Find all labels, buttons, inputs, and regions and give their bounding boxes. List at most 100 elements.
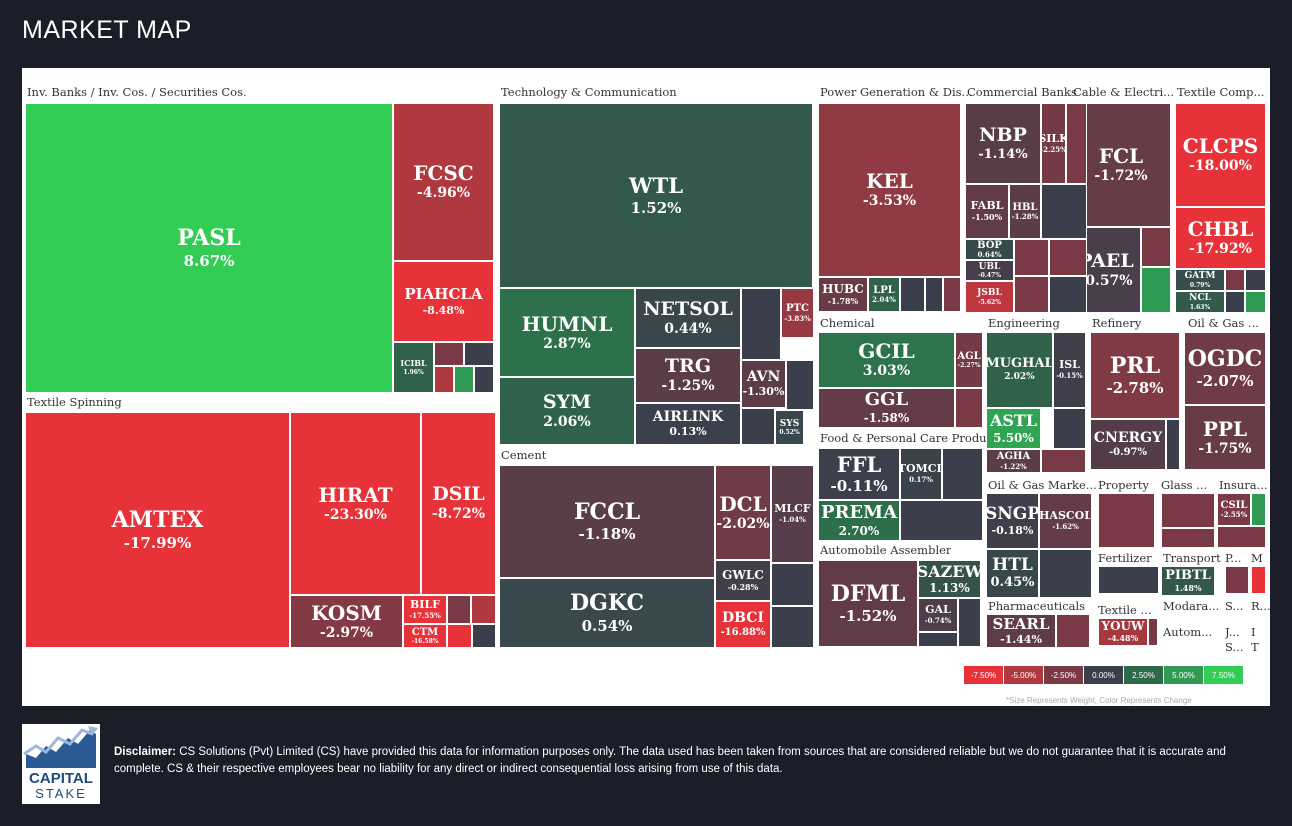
tile-minor[interactable]	[771, 606, 814, 648]
tile-hascol[interactable]: HASCOL -1.62%	[1039, 493, 1092, 549]
tile-minor[interactable]	[1041, 449, 1086, 473]
tile-minor[interactable]	[1245, 291, 1266, 313]
tile-minor[interactable]	[1049, 239, 1087, 276]
tile-minor[interactable]	[1141, 267, 1171, 313]
tile-minor[interactable]	[1161, 493, 1215, 528]
tile-ggl[interactable]: GGL -1.58%	[818, 388, 955, 428]
tile-clcps[interactable]: CLCPS -18.00%	[1175, 103, 1266, 207]
tile-lpl[interactable]: LPL 2.04%	[868, 277, 900, 312]
tile-mlcf[interactable]: MLCF -1.04%	[771, 465, 814, 563]
tile-minor[interactable]	[1225, 566, 1249, 594]
tile-minor[interactable]	[1098, 566, 1159, 594]
tile-minor[interactable]	[1251, 566, 1266, 594]
tile-sys[interactable]: SYS 0.52%	[775, 410, 804, 445]
tile-minor[interactable]	[434, 366, 454, 393]
tile-minor[interactable]	[1053, 408, 1086, 449]
tile-bilf[interactable]: BILF -17.55%	[403, 595, 447, 624]
tile-minor[interactable]	[1039, 549, 1092, 598]
tile-minor[interactable]	[472, 624, 496, 648]
tile-dsil[interactable]: DSIL -8.72%	[421, 412, 496, 595]
tile-ppl[interactable]: PPL -1.75%	[1184, 405, 1266, 470]
tile-htl[interactable]: HTL 0.45%	[986, 549, 1039, 598]
tile-searl[interactable]: SEARL -1.44%	[986, 614, 1056, 648]
tile-tomcl[interactable]: TOMCL 0.17%	[900, 448, 942, 500]
tile-minor[interactable]	[1148, 618, 1158, 646]
tile-minor[interactable]	[1217, 526, 1266, 548]
tile-dbci[interactable]: DBCI -16.88%	[715, 601, 771, 648]
tile-dgkc[interactable]: DGKC 0.54%	[499, 578, 715, 648]
tile-fccl[interactable]: FCCL -1.18%	[499, 465, 715, 578]
tile-hirat[interactable]: HIRAT -23.30%	[290, 412, 421, 595]
tile-minor[interactable]	[958, 598, 981, 647]
tile-pasl[interactable]: PASL 8.67%	[25, 103, 393, 393]
tile-gcil[interactable]: GCIL 3.03%	[818, 332, 955, 388]
tile-bop[interactable]: BOP 0.64%	[965, 239, 1014, 260]
tile-minor[interactable]	[1056, 614, 1090, 648]
tile-silk[interactable]: SILK-2.25%	[1041, 103, 1066, 184]
tile-cnergy[interactable]: CNERGY -0.97%	[1090, 419, 1166, 470]
tile-minor[interactable]	[900, 500, 983, 541]
tile-prema[interactable]: PREMA 2.70%	[818, 500, 900, 541]
tile-minor[interactable]	[918, 632, 958, 647]
tile-minor[interactable]	[943, 277, 961, 312]
tile-isl[interactable]: ISL -0.15%	[1053, 332, 1086, 408]
tile-avn[interactable]: AVN -1.30%	[741, 360, 786, 408]
tile-hbl[interactable]: HBL -1.28%	[1009, 184, 1041, 239]
tile-minor[interactable]	[1066, 103, 1087, 184]
tile-minor[interactable]	[447, 595, 471, 624]
tile-minor[interactable]	[447, 624, 472, 648]
tile-ncl[interactable]: NCL 1.63%	[1175, 291, 1225, 313]
tile-humnl[interactable]: HUMNL 2.87%	[499, 288, 635, 377]
tile-amtex[interactable]: AMTEX -17.99%	[25, 412, 290, 648]
tile-minor[interactable]	[1251, 493, 1266, 526]
tile-youw[interactable]: YOUW -4.48%	[1098, 618, 1148, 646]
tile-hubc[interactable]: HUBC -1.78%	[818, 277, 868, 312]
tile-dfml[interactable]: DFML -1.52%	[818, 560, 918, 647]
tile-agha[interactable]: AGHA -1.22%	[986, 449, 1041, 473]
tile-sazew[interactable]: SAZEW 1.13%	[918, 560, 981, 598]
tile-minor[interactable]	[1166, 419, 1180, 470]
tile-minor[interactable]	[1161, 528, 1215, 548]
tile-minor[interactable]	[741, 288, 781, 360]
tile-prl[interactable]: PRL -2.78%	[1090, 332, 1180, 419]
tile-ogdc[interactable]: OGDC -2.07%	[1184, 332, 1266, 405]
tile-minor[interactable]	[454, 366, 474, 393]
tile-gatm[interactable]: GATM 0.79%	[1175, 269, 1225, 291]
tile-minor[interactable]	[925, 277, 943, 312]
tile-gwlc[interactable]: GWLC -0.28%	[715, 560, 771, 601]
tile-minor[interactable]	[1041, 184, 1087, 239]
tile-minor[interactable]	[1215, 493, 1217, 526]
tile-airlink[interactable]: AIRLINK 0.13%	[635, 403, 741, 445]
tile-minor[interactable]	[900, 277, 925, 312]
tile-mughal[interactable]: MUGHAL 2.02%	[986, 332, 1053, 408]
tile-piahcla[interactable]: PIAHCLA -8.48%	[393, 261, 494, 342]
tile-ffl[interactable]: FFL -0.11%	[818, 448, 900, 500]
tile-astl[interactable]: ASTL 5.50%	[986, 408, 1041, 449]
tile-minor[interactable]	[1098, 493, 1155, 548]
tile-jsbl[interactable]: JSBL -5.62%	[965, 281, 1014, 313]
tile-trg[interactable]: TRG -1.25%	[635, 348, 741, 403]
tile-dcl[interactable]: DCL -2.02%	[715, 465, 771, 560]
tile-sngp[interactable]: SNGP -0.18%	[986, 493, 1039, 549]
tile-kel[interactable]: KEL -3.53%	[818, 103, 961, 277]
tile-minor[interactable]	[741, 408, 775, 445]
tile-sym[interactable]: SYM 2.06%	[499, 377, 635, 445]
tile-minor[interactable]	[474, 366, 494, 393]
tile-fabl[interactable]: FABL -1.50%	[965, 184, 1009, 239]
tile-nbp[interactable]: NBP -1.14%	[965, 103, 1041, 184]
tile-ctm[interactable]: CTM -16.58%	[403, 624, 447, 648]
tile-csil[interactable]: CSIL -2.55%	[1217, 493, 1251, 526]
tile-minor[interactable]	[1225, 269, 1245, 291]
tile-agl[interactable]: AGL -2.27%	[955, 332, 983, 388]
tile-minor[interactable]	[771, 563, 814, 606]
tile-minor[interactable]	[1014, 239, 1049, 276]
tile-minor[interactable]	[1245, 269, 1266, 291]
tile-chbl[interactable]: CHBL -17.92%	[1175, 207, 1266, 269]
tile-minor[interactable]	[1141, 227, 1171, 267]
tile-minor[interactable]	[471, 595, 496, 624]
tile-minor[interactable]	[1049, 276, 1087, 313]
tile-icibl[interactable]: ICIBL 1.96%	[393, 342, 434, 393]
tile-minor[interactable]	[464, 342, 494, 366]
tile-fcsc[interactable]: FCSC -4.96%	[393, 103, 494, 261]
tile-minor[interactable]	[942, 448, 983, 500]
